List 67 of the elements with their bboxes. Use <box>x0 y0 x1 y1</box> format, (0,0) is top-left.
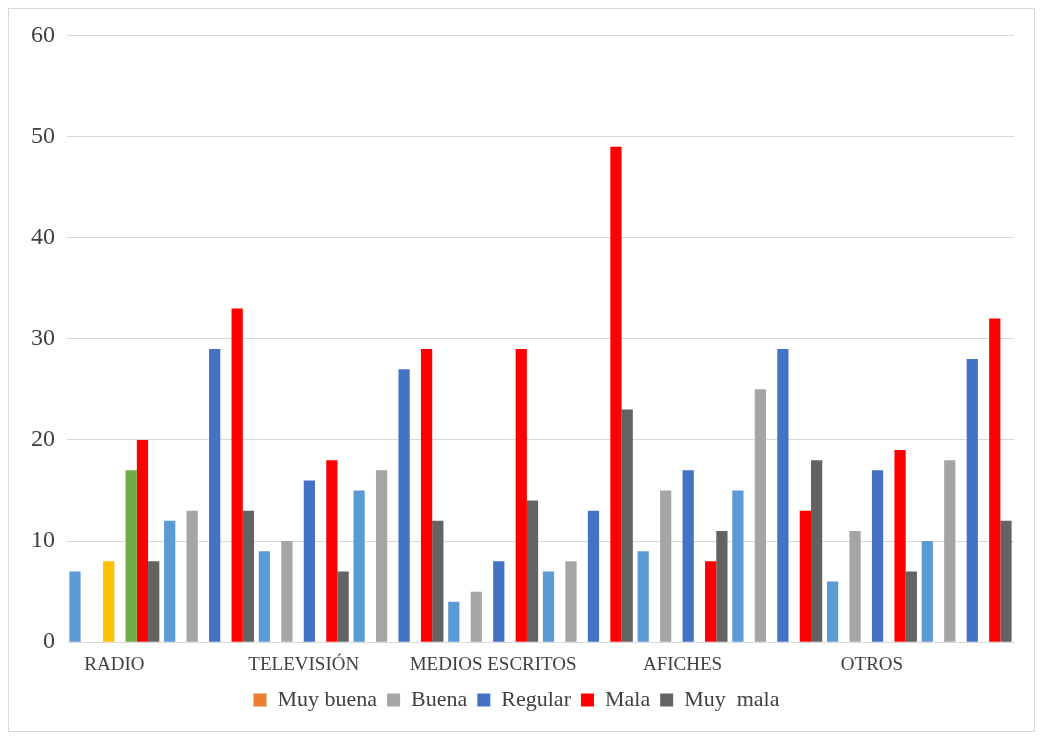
x-tick-label: RADIO <box>84 652 145 674</box>
bar <box>136 439 149 642</box>
bar <box>398 369 410 642</box>
bar <box>515 348 527 642</box>
bar <box>470 591 482 642</box>
x-tick-label: MEDIOS ESCRITOS <box>409 652 577 674</box>
legend-label: Buena <box>411 685 468 711</box>
legend-label: Muy mala <box>684 685 780 711</box>
x-tick-label: AFICHES <box>642 652 723 674</box>
bar <box>69 571 81 642</box>
bar <box>921 541 933 642</box>
y-tick-label: 0 <box>43 627 55 654</box>
y-tick-label: 60 <box>31 20 55 47</box>
bar <box>337 571 349 642</box>
bar <box>732 490 744 642</box>
x-tick-label: OTROS <box>840 652 904 674</box>
bar <box>303 480 315 642</box>
bar <box>826 581 839 642</box>
bar <box>754 389 766 642</box>
bar <box>125 470 137 642</box>
bar <box>637 551 649 642</box>
bar <box>610 146 622 642</box>
bar <box>353 490 365 642</box>
y-tick-label: 40 <box>31 222 55 249</box>
bar <box>281 541 293 642</box>
bar <box>209 348 221 642</box>
bar <box>849 530 861 642</box>
bar <box>871 470 884 642</box>
bar <box>526 500 539 642</box>
y-tick-label: 50 <box>31 121 55 148</box>
bar <box>799 510 811 642</box>
x-tick-label: TELEVISIÓN <box>248 652 360 674</box>
bar <box>493 561 505 642</box>
bar <box>716 530 728 642</box>
y-tick-label: 20 <box>31 425 55 452</box>
bar <box>705 561 717 642</box>
bar <box>432 520 444 642</box>
bar <box>966 359 978 642</box>
bar <box>231 308 243 642</box>
bar <box>777 348 789 642</box>
bar <box>242 510 255 642</box>
bar <box>660 490 672 642</box>
bar <box>164 520 176 642</box>
bar <box>258 551 271 642</box>
bar <box>905 571 917 642</box>
bar <box>944 460 956 642</box>
bar <box>682 470 694 642</box>
bar <box>565 561 577 642</box>
legend-label: Muy buena <box>277 685 378 711</box>
bar <box>542 571 555 642</box>
bar <box>375 470 388 642</box>
bar <box>810 460 823 642</box>
bar <box>448 601 460 642</box>
bar <box>420 348 433 642</box>
legend-label: Regular <box>501 685 572 711</box>
bar <box>148 561 160 642</box>
bar <box>186 510 198 642</box>
bar <box>621 409 633 642</box>
bar <box>989 318 1001 642</box>
bar <box>894 450 906 642</box>
bar <box>1000 520 1012 642</box>
y-tick-label: 10 <box>31 526 55 553</box>
bar <box>326 460 338 642</box>
legend-label: Mala <box>604 685 651 711</box>
bar <box>103 561 115 642</box>
bar <box>587 510 600 642</box>
y-tick-label: 30 <box>31 324 55 351</box>
